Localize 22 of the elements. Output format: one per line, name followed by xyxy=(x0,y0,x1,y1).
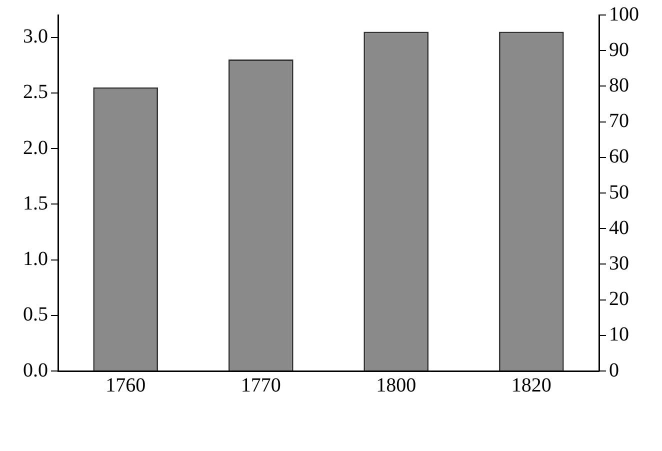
y2-tick-label: 0 xyxy=(609,359,619,382)
y-tick-label: 2.0 xyxy=(23,136,48,159)
y2-tick-label: 50 xyxy=(609,181,629,204)
x-tick-label: 1760 xyxy=(106,374,146,396)
y-tick-label: 3.0 xyxy=(23,26,48,48)
y2-tick-label: 100 xyxy=(609,3,639,26)
y-tick-label: 2.5 xyxy=(23,81,48,104)
x-tick-label: 1770 xyxy=(240,374,281,396)
y2-tick-label: 40 xyxy=(609,216,629,239)
y-tick-label: 1.5 xyxy=(23,192,48,214)
y2-tick-label: 20 xyxy=(609,288,629,310)
y2-tick-label: 70 xyxy=(609,110,629,132)
y2-tick-label: 90 xyxy=(609,38,629,61)
y2-tick-label: 80 xyxy=(609,74,629,96)
x-tick-label: 1800 xyxy=(376,374,416,396)
y-tick-label: 1.0 xyxy=(23,248,48,270)
x-tick-label: 1820 xyxy=(511,374,552,396)
y2-tick-label: 30 xyxy=(609,252,629,274)
y-tick-label: 0.5 xyxy=(23,304,48,326)
y2-tick-label: 10 xyxy=(609,324,629,346)
y-tick-label: 0.0 xyxy=(23,359,48,382)
y2-tick-label: 60 xyxy=(609,146,629,168)
